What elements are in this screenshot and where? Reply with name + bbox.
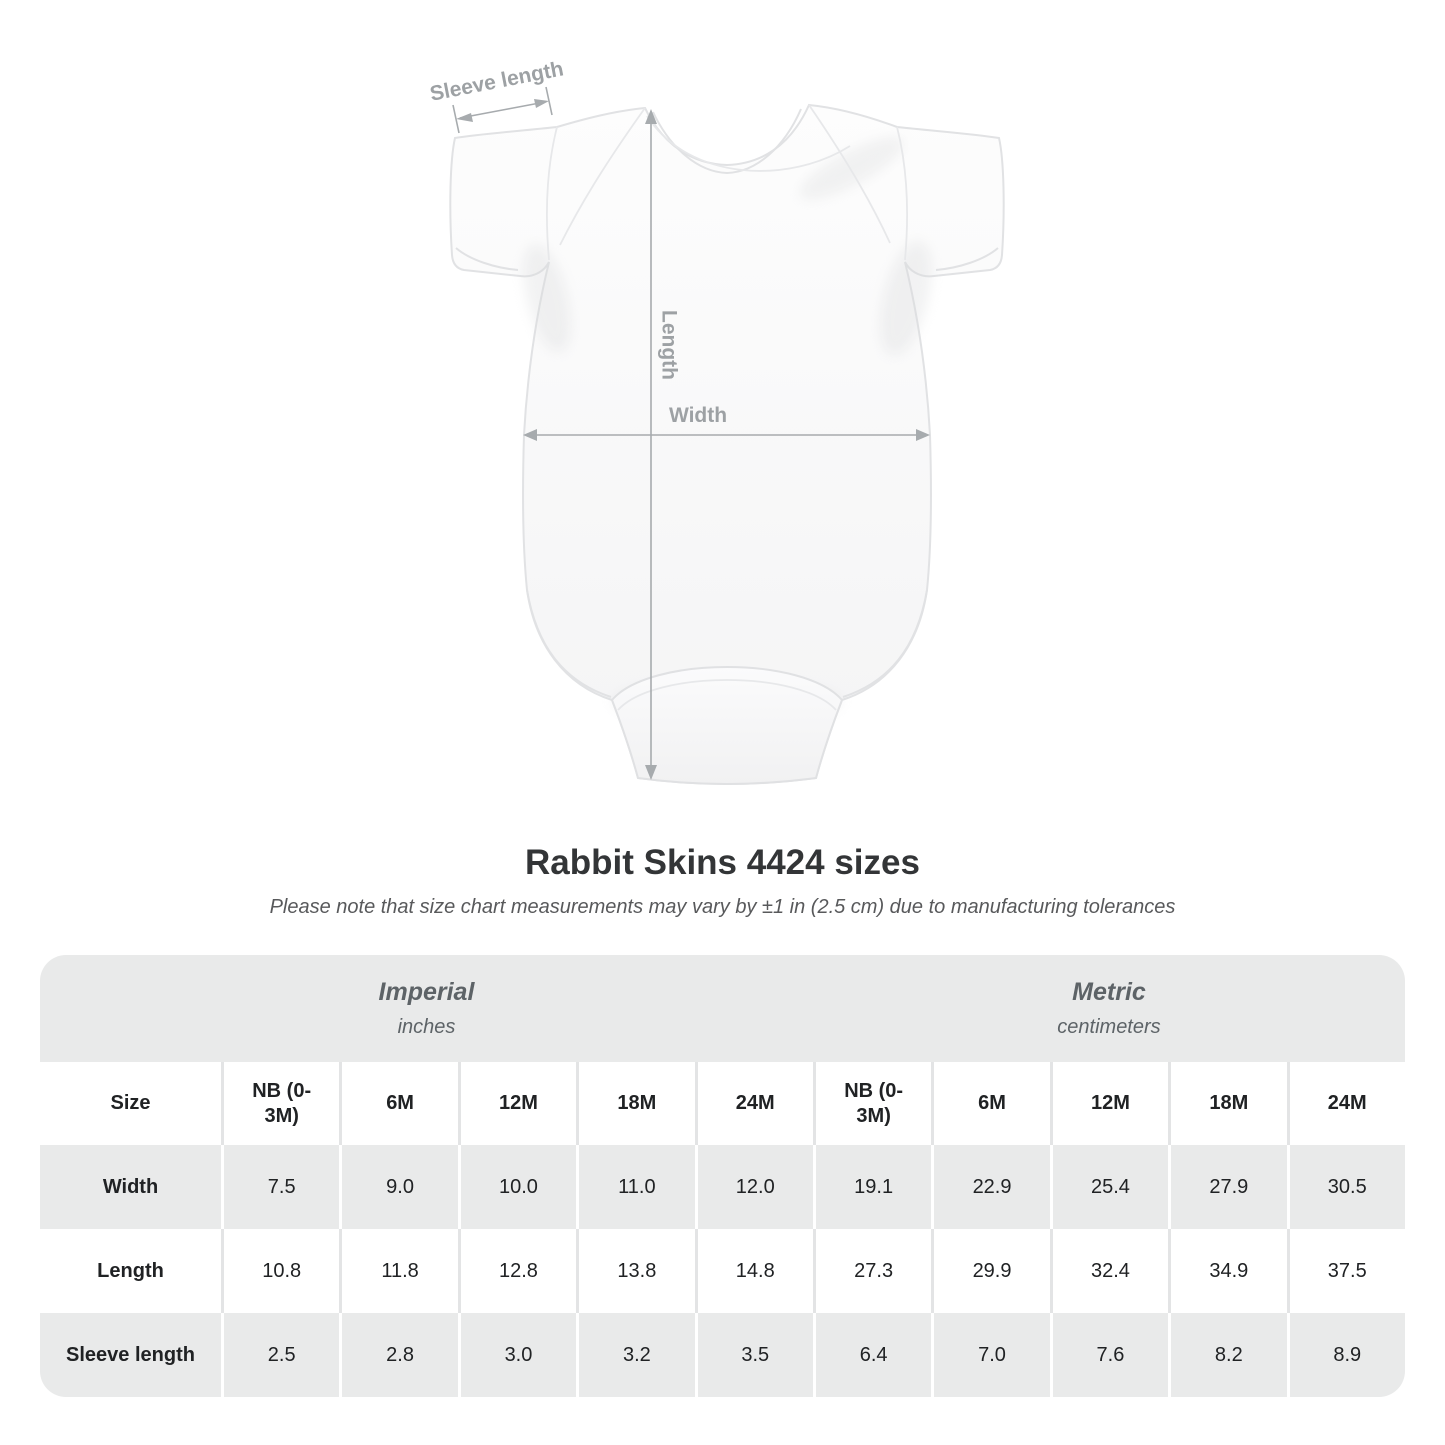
column-header-cell: 18M xyxy=(1168,1062,1287,1145)
value-cell: 30.5 xyxy=(1286,1145,1405,1229)
value-cell: 8.9 xyxy=(1286,1313,1405,1397)
imperial-group-header: Imperial inches xyxy=(40,955,813,1062)
value-cell: 22.9 xyxy=(931,1145,1050,1229)
right-sleeve-seam xyxy=(896,126,909,261)
value-cell: 7.6 xyxy=(1049,1313,1169,1397)
tolerance-note: Please note that size chart measurements… xyxy=(269,896,1176,918)
right-sleeve-hem xyxy=(935,247,999,271)
value-cell: 3.5 xyxy=(694,1313,813,1397)
neckline-overlap xyxy=(646,115,851,172)
value-cell: 11.0 xyxy=(576,1145,695,1229)
value-cell: 27.9 xyxy=(1168,1145,1287,1229)
table-row-width: Width 7.5 9.0 10.0 11.0 12.0 19.1 22.9 2… xyxy=(40,1145,1405,1229)
size-chart-table: Imperial inches Metric centimeters Size … xyxy=(40,955,1405,1397)
column-header-cell: 6M xyxy=(931,1062,1050,1145)
crotch-flap-seam xyxy=(617,679,837,711)
row-label-cell: Sleeve length xyxy=(40,1313,221,1397)
value-cell: 19.1 xyxy=(812,1145,932,1229)
column-header-cell: 24M xyxy=(694,1062,813,1145)
value-cell: 37.5 xyxy=(1286,1229,1405,1313)
length-label: Length xyxy=(657,310,680,380)
right-leg-binding xyxy=(842,589,928,698)
row-label-cell: Length xyxy=(40,1229,221,1313)
crotch-flap xyxy=(610,666,844,785)
value-cell: 12.0 xyxy=(694,1145,813,1229)
value-cell: 14.8 xyxy=(694,1229,813,1313)
page-title: Rabbit Skins 4424 sizes xyxy=(525,843,920,882)
length-arrow xyxy=(645,109,657,780)
size-chart: Imperial inches Metric centimeters Size … xyxy=(40,955,1405,1397)
column-header-cell: NB (0-3M) xyxy=(221,1062,340,1145)
value-cell: 29.9 xyxy=(931,1229,1050,1313)
table-row-length: Length 10.8 11.8 12.8 13.8 14.8 27.3 29.… xyxy=(40,1229,1405,1313)
value-cell: 32.4 xyxy=(1049,1229,1169,1313)
value-cell: 11.8 xyxy=(339,1229,458,1313)
value-cell: 12.8 xyxy=(457,1229,577,1313)
value-cell: 3.2 xyxy=(576,1313,695,1397)
width-label: Width xyxy=(669,404,727,427)
table-row-sleeve-length: Sleeve length 2.5 2.8 3.0 3.2 3.5 6.4 7.… xyxy=(40,1313,1405,1397)
column-header-cell: 12M xyxy=(457,1062,577,1145)
value-cell: 8.2 xyxy=(1168,1313,1287,1397)
unit-group-row: Imperial inches Metric centimeters xyxy=(40,955,1405,1062)
right-shoulder-fold xyxy=(808,104,891,244)
left-leg-binding xyxy=(526,589,612,698)
left-sleeve-hem xyxy=(455,247,519,271)
value-cell: 2.5 xyxy=(221,1313,340,1397)
value-cell: 3.0 xyxy=(457,1313,577,1397)
metric-label: Metric xyxy=(1072,978,1146,1006)
value-cell: 9.0 xyxy=(339,1145,458,1229)
column-header-cell: 6M xyxy=(339,1062,458,1145)
value-cell: 34.9 xyxy=(1168,1229,1287,1313)
metric-unit: centimeters xyxy=(1057,1016,1161,1038)
value-cell: 25.4 xyxy=(1049,1145,1169,1229)
column-header-cell: 12M xyxy=(1049,1062,1169,1145)
sleeve-length-label: Sleeve length xyxy=(428,57,565,105)
row-label-cell: Width xyxy=(40,1145,221,1229)
value-cell: 10.8 xyxy=(221,1229,340,1313)
neckline xyxy=(652,108,802,175)
width-arrow xyxy=(523,429,930,441)
column-header-cell: 24M xyxy=(1286,1062,1405,1145)
left-shoulder-fold xyxy=(559,107,646,246)
value-cell: 27.3 xyxy=(812,1229,932,1313)
value-cell: 13.8 xyxy=(576,1229,695,1313)
value-cell: 7.0 xyxy=(931,1313,1050,1397)
column-header-cell: NB (0-3M) xyxy=(812,1062,932,1145)
value-cell: 10.0 xyxy=(457,1145,577,1229)
value-cell: 6.4 xyxy=(812,1313,932,1397)
imperial-label: Imperial xyxy=(378,978,475,1006)
value-cell: 2.8 xyxy=(339,1313,458,1397)
value-cell: 7.5 xyxy=(221,1145,340,1229)
column-header-cell: 18M xyxy=(576,1062,695,1145)
left-sleeve-seam xyxy=(545,126,558,261)
metric-group-header: Metric centimeters xyxy=(812,955,1405,1062)
column-header-row: Size NB (0-3M) 6M 12M 18M 24M NB (0-3M) … xyxy=(40,1062,1405,1145)
bodysuit-size-diagram: Length Width Sleeve length xyxy=(428,57,1005,785)
size-column-header: Size xyxy=(40,1062,221,1145)
imperial-unit: inches xyxy=(397,1016,456,1038)
sleeve-length-arrow xyxy=(452,86,553,134)
